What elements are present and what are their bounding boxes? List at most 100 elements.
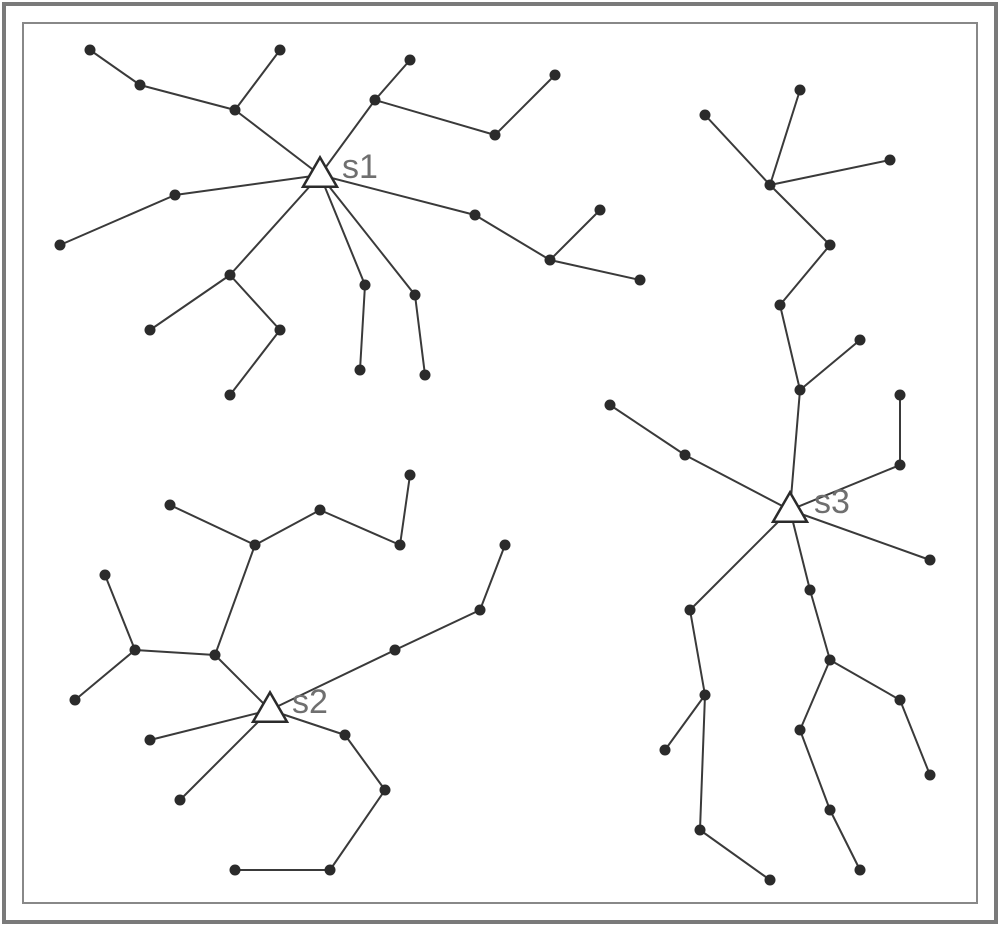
nodes-group — [55, 45, 936, 886]
node-dot — [410, 290, 421, 301]
node-dot — [825, 240, 836, 251]
edge — [60, 195, 175, 245]
node-dot — [370, 95, 381, 106]
node-dot — [380, 785, 391, 796]
node-dot — [895, 695, 906, 706]
edge — [705, 115, 770, 185]
node-dot — [100, 570, 111, 581]
edge — [230, 175, 320, 275]
node-dot — [355, 365, 366, 376]
node-dot — [145, 735, 156, 746]
edge — [800, 730, 830, 810]
node-dot — [230, 865, 241, 876]
edge — [320, 510, 400, 545]
edge — [75, 650, 135, 700]
node-dot — [225, 270, 236, 281]
node-dot — [825, 655, 836, 666]
edge — [690, 610, 705, 695]
node-dot — [885, 155, 896, 166]
sink-triangle-icon — [773, 492, 807, 521]
edge — [830, 660, 900, 700]
node-dot — [635, 275, 646, 286]
sink-label-s1: s1 — [342, 148, 378, 187]
node-dot — [695, 825, 706, 836]
edge — [345, 735, 385, 790]
edge — [800, 660, 830, 730]
edge — [215, 545, 255, 655]
node-dot — [420, 370, 431, 381]
edge — [90, 50, 140, 85]
edge — [235, 110, 320, 175]
edge — [360, 285, 365, 370]
edge — [230, 330, 280, 395]
edge — [395, 610, 480, 650]
node-dot — [795, 385, 806, 396]
node-dot — [855, 865, 866, 876]
node-dot — [170, 190, 181, 201]
sink-label-s2: s2 — [292, 683, 328, 722]
edge — [175, 175, 320, 195]
node-dot — [145, 325, 156, 336]
node-dot — [765, 180, 776, 191]
edge — [105, 575, 135, 650]
edge — [140, 85, 235, 110]
edge — [415, 295, 425, 375]
node-dot — [660, 745, 671, 756]
edge — [150, 710, 270, 740]
node-dot — [895, 460, 906, 471]
node-dot — [395, 540, 406, 551]
node-dot — [85, 45, 96, 56]
node-dot — [130, 645, 141, 656]
edge — [790, 510, 930, 560]
node-dot — [55, 240, 66, 251]
edge — [770, 90, 800, 185]
node-dot — [795, 725, 806, 736]
edge — [180, 710, 270, 800]
node-dot — [795, 85, 806, 96]
edge — [320, 175, 365, 285]
node-dot — [340, 730, 351, 741]
node-dot — [855, 335, 866, 346]
sinks-group — [253, 157, 807, 721]
node-dot — [210, 650, 221, 661]
node-dot — [825, 805, 836, 816]
edge — [830, 810, 860, 870]
edge — [320, 175, 415, 295]
node-dot — [685, 605, 696, 616]
node-dot — [175, 795, 186, 806]
node-dot — [470, 210, 481, 221]
node-dot — [250, 540, 261, 551]
edge — [255, 510, 320, 545]
node-dot — [315, 505, 326, 516]
network-diagram — [0, 0, 1000, 926]
edge — [780, 305, 800, 390]
edge — [230, 275, 280, 330]
node-dot — [490, 130, 501, 141]
node-dot — [680, 450, 691, 461]
edge — [690, 510, 790, 610]
edge — [550, 210, 600, 260]
edge — [135, 650, 215, 655]
node-dot — [925, 770, 936, 781]
edge — [770, 160, 890, 185]
node-dot — [390, 645, 401, 656]
node-dot — [275, 325, 286, 336]
node-dot — [500, 540, 511, 551]
node-dot — [895, 390, 906, 401]
node-dot — [275, 45, 286, 56]
edges-group — [60, 50, 930, 880]
node-dot — [360, 280, 371, 291]
node-dot — [605, 400, 616, 411]
node-dot — [135, 80, 146, 91]
sink-label-s3: s3 — [814, 483, 850, 522]
node-dot — [405, 55, 416, 66]
node-dot — [225, 390, 236, 401]
edge — [475, 215, 550, 260]
edge — [495, 75, 555, 135]
node-dot — [165, 500, 176, 511]
edge — [800, 340, 860, 390]
edge — [170, 505, 255, 545]
edge — [685, 455, 790, 510]
edge — [375, 60, 410, 100]
edge — [700, 830, 770, 880]
